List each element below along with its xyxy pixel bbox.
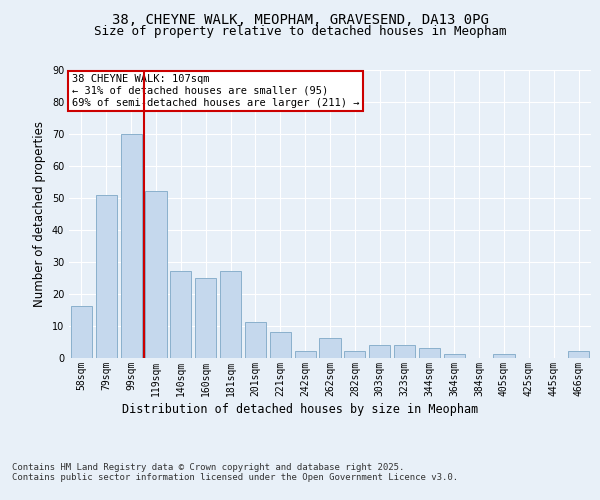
Bar — [96, 194, 117, 358]
Text: 38 CHEYNE WALK: 107sqm
← 31% of detached houses are smaller (95)
69% of semi-det: 38 CHEYNE WALK: 107sqm ← 31% of detached… — [71, 74, 359, 108]
Bar — [444, 354, 465, 358]
Bar — [344, 351, 365, 358]
Text: 38, CHEYNE WALK, MEOPHAM, GRAVESEND, DA13 0PG: 38, CHEYNE WALK, MEOPHAM, GRAVESEND, DA1… — [112, 12, 488, 26]
Bar — [71, 306, 92, 358]
Text: Contains HM Land Registry data © Crown copyright and database right 2025.
Contai: Contains HM Land Registry data © Crown c… — [12, 462, 458, 482]
Y-axis label: Number of detached properties: Number of detached properties — [33, 120, 46, 306]
Bar — [419, 348, 440, 358]
Bar — [394, 344, 415, 358]
Bar — [270, 332, 291, 357]
Bar — [369, 344, 390, 358]
Bar — [245, 322, 266, 358]
Bar — [170, 271, 191, 358]
Bar — [319, 338, 341, 357]
Bar — [145, 192, 167, 358]
Bar — [121, 134, 142, 358]
Bar — [220, 271, 241, 358]
Bar — [568, 351, 589, 358]
Bar — [295, 351, 316, 358]
Bar — [195, 278, 216, 357]
Text: Distribution of detached houses by size in Meopham: Distribution of detached houses by size … — [122, 402, 478, 415]
Bar — [493, 354, 515, 358]
Text: Size of property relative to detached houses in Meopham: Size of property relative to detached ho… — [94, 25, 506, 38]
